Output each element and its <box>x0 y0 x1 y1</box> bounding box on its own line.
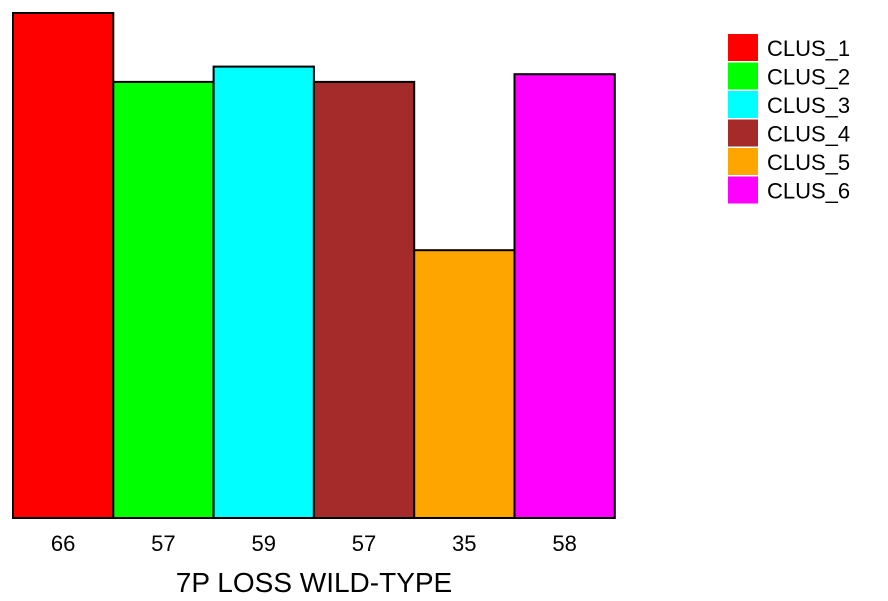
legend-label-3: CLUS_3 <box>767 93 850 118</box>
legend-swatch-1 <box>728 34 758 61</box>
legend-label-6: CLUS_6 <box>767 179 850 204</box>
bar-clus-1 <box>12 12 115 519</box>
bar-clus-5 <box>413 249 516 519</box>
tick-label-2: 57 <box>151 531 175 556</box>
legend-label-1: CLUS_1 <box>767 36 850 61</box>
legend-swatch-6 <box>728 176 758 204</box>
x-axis-label: 7P LOSS WILD-TYPE <box>176 567 452 598</box>
tick-label-3: 59 <box>252 531 276 556</box>
tick-label-6: 58 <box>552 531 576 556</box>
tick-label-1: 66 <box>51 531 75 556</box>
legend-swatch-2 <box>728 62 758 90</box>
bars-group <box>12 12 616 520</box>
tick-labels-group: 66 57 59 57 35 58 <box>51 531 577 556</box>
bar-clus-4 <box>312 80 416 520</box>
legend-label-5: CLUS_5 <box>767 150 850 175</box>
legend-swatch-4 <box>728 119 758 147</box>
bar-clus-2 <box>112 80 215 520</box>
legend-swatch-3 <box>728 91 758 118</box>
tick-label-5: 35 <box>452 531 476 556</box>
bar-clus-6 <box>513 73 616 519</box>
tick-label-4: 57 <box>352 531 376 556</box>
legend: CLUS_1 CLUS_2 CLUS_3 CLUS_4 CLUS_5 CLUS_6 <box>728 34 850 204</box>
legend-swatch-5 <box>728 148 758 175</box>
legend-label-2: CLUS_2 <box>767 65 850 90</box>
legend-label-4: CLUS_4 <box>767 122 850 147</box>
bar-clus-3 <box>212 65 315 519</box>
